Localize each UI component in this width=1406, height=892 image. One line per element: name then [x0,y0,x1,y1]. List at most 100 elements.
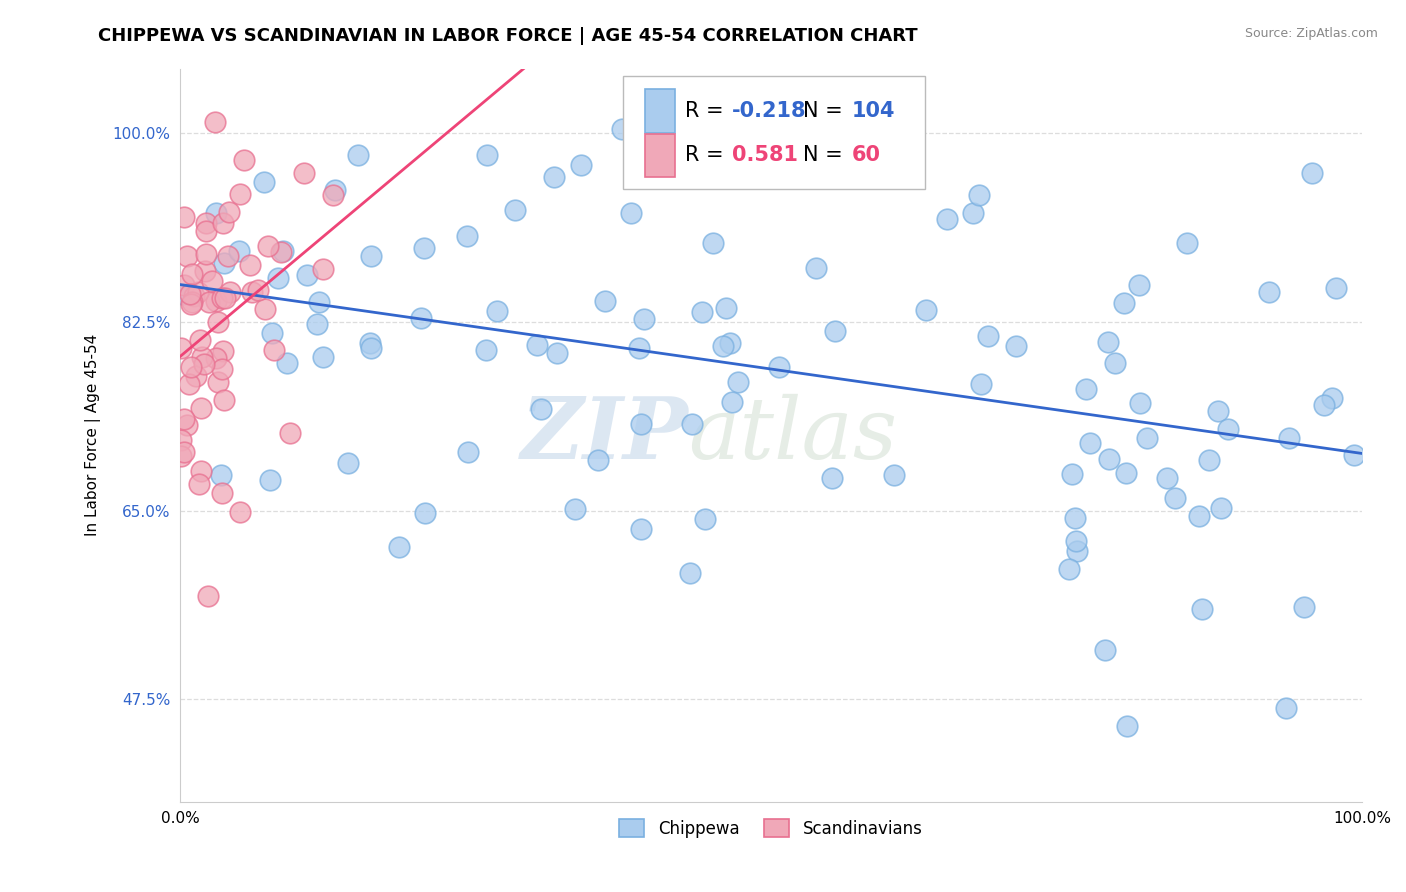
Point [1216,422,1239,436]
Point [187,285,209,299]
Point [180,297,202,311]
Point [633,311,655,326]
Point [240,285,263,300]
Point [187,476,209,491]
Point [1301,166,1323,180]
Point [1343,448,1365,462]
Point [211,362,233,376]
Point [883,468,905,483]
Point [1074,382,1097,396]
Point [209,467,232,482]
Point [962,206,984,220]
Point [259,473,281,487]
Point [1208,404,1230,418]
Point [546,346,568,360]
Point [312,261,335,276]
Point [1062,467,1084,481]
Point [1066,544,1088,558]
Point [1275,700,1298,714]
Point [1313,398,1336,412]
Point [292,166,315,180]
Point [1156,471,1178,485]
Text: N =: N = [803,101,842,121]
Text: N =: N = [803,145,842,165]
Point [276,356,298,370]
Point [718,336,741,351]
Point [1129,395,1152,409]
Point [967,188,990,202]
Point [194,264,217,278]
Point [169,433,191,447]
Point [193,358,215,372]
Point [200,274,222,288]
Point [270,244,292,259]
Point [204,115,226,129]
Point [260,326,283,341]
Point [214,393,236,408]
Point [503,203,526,218]
Point [768,360,790,375]
Point [1209,500,1232,515]
Point [935,211,957,226]
Point [610,122,633,136]
Point [181,268,204,282]
Point [183,289,205,303]
Point [1278,431,1301,445]
Point [1116,719,1139,733]
Text: R =: R = [685,101,724,121]
Point [727,376,749,390]
Point [177,376,200,391]
Point [180,359,202,374]
Point [526,338,548,352]
Point [312,350,335,364]
Point [415,506,437,520]
Point [181,295,204,310]
Point [190,464,212,478]
Point [205,293,228,308]
Point [194,224,217,238]
Point [176,249,198,263]
Point [630,417,652,431]
Text: atlas: atlas [689,393,897,476]
Point [1098,452,1121,467]
Point [173,411,195,425]
Point [228,187,250,202]
Text: ZIP: ZIP [520,393,689,477]
Text: -0.218: -0.218 [733,101,807,121]
Point [692,305,714,319]
Point [239,259,262,273]
Point [1057,561,1080,575]
Point [702,235,724,250]
Point [711,339,734,353]
Point [543,169,565,184]
Point [194,216,217,230]
Point [360,249,382,263]
Point [804,260,827,275]
Point [211,291,233,305]
Point [228,244,250,259]
Point [322,187,344,202]
Point [233,153,256,168]
Y-axis label: In Labor Force | Age 45-54: In Labor Force | Age 45-54 [86,334,101,536]
Text: 60: 60 [852,145,880,165]
Point [627,341,650,355]
Point [388,540,411,554]
Point [569,158,592,172]
Point [1324,281,1347,295]
Point [229,505,252,519]
Point [457,445,479,459]
Point [1191,601,1213,615]
FancyBboxPatch shape [644,134,675,177]
Point [748,160,770,174]
Point [194,247,217,261]
Point [1097,334,1119,349]
Point [278,425,301,440]
Point [721,395,744,409]
Point [207,315,229,329]
Point [586,453,609,467]
Text: Source: ZipAtlas.com: Source: ZipAtlas.com [1244,27,1378,40]
Point [256,239,278,253]
Legend: Chippewa, Scandinavians: Chippewa, Scandinavians [613,813,929,845]
Point [970,377,993,392]
Point [179,287,201,301]
